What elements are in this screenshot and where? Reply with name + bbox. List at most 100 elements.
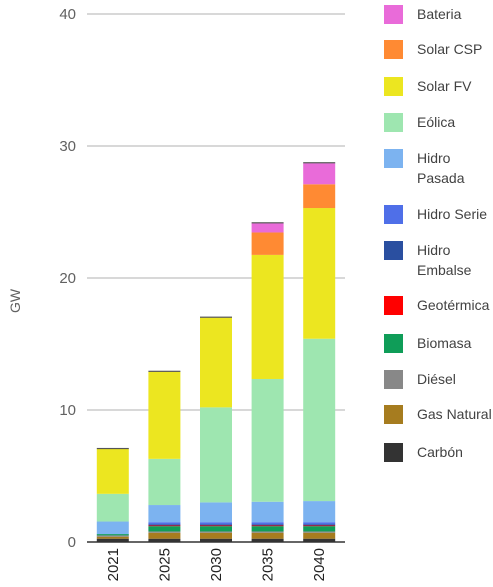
bar-top-edge bbox=[96, 447, 129, 450]
legend-label: Hidro Pasada bbox=[417, 150, 465, 186]
legend-item-eólica: Eólica bbox=[384, 113, 455, 132]
legend-swatch bbox=[384, 241, 403, 260]
legend-swatch bbox=[384, 370, 403, 389]
legend-label: Solar FV bbox=[417, 78, 472, 94]
legend-swatch bbox=[384, 334, 403, 353]
bar-stack-2021 bbox=[96, 447, 129, 542]
bar-segment-solar-fv bbox=[96, 448, 129, 494]
bar-stack-2025 bbox=[148, 370, 181, 542]
bar-segment-eólica bbox=[96, 493, 129, 522]
x-tick-label: 2025 bbox=[156, 548, 173, 581]
bar-segment-carbón bbox=[303, 538, 336, 542]
legend-item-solar-csp: Solar CSP bbox=[384, 40, 482, 59]
legend-label: Solar CSP bbox=[417, 41, 482, 57]
bar-top-edge bbox=[200, 316, 232, 318]
bar-segment-eólica bbox=[251, 378, 284, 502]
bar-segment-diésel bbox=[200, 531, 232, 533]
bar-segment-eólica bbox=[148, 458, 181, 506]
bar-segment-solar-fv bbox=[148, 371, 181, 459]
legend-item-hidro-pasada: Hidro Pasada bbox=[384, 149, 465, 186]
legend-item-geotérmica: Geotérmica bbox=[384, 296, 490, 315]
x-tick-label: 2021 bbox=[105, 548, 122, 581]
bar-segment-biomasa bbox=[251, 526, 284, 532]
bar-segment-gas-natural bbox=[148, 532, 181, 539]
bar-segment-bateria bbox=[303, 163, 336, 185]
bar-segment-eólica bbox=[303, 338, 336, 502]
x-axis-ticks: 2021 2025 2030 2035 2040 bbox=[105, 548, 328, 581]
bar-segment-solar-fv bbox=[200, 317, 232, 408]
bar-segment-hidro-embalse bbox=[251, 524, 284, 526]
bar-segment-hidro-pasada bbox=[200, 502, 232, 523]
legend-swatch bbox=[384, 149, 403, 168]
y-axis-ticks: 0 10 20 30 40 bbox=[59, 6, 76, 551]
bar-segment-solar-csp bbox=[251, 232, 284, 255]
legend-item-bateria: Bateria bbox=[384, 5, 462, 24]
legend-label: Eólica bbox=[417, 114, 455, 130]
legend-label: Hidro Serie bbox=[417, 206, 487, 222]
bar-segment-hidro-pasada bbox=[148, 505, 181, 523]
bar-segment-gas-natural bbox=[200, 532, 232, 539]
bar-segment-carbón bbox=[96, 538, 129, 542]
legend-item-hidro-serie: Hidro Serie bbox=[384, 205, 487, 224]
legend-label: Bateria bbox=[417, 6, 462, 22]
bar-segment-geotérmica bbox=[251, 525, 284, 527]
bar-segment-hidro-serie bbox=[303, 522, 336, 525]
bar-segment-hidro-embalse bbox=[200, 524, 232, 526]
legend-swatch bbox=[384, 443, 403, 462]
legend-swatch bbox=[384, 77, 403, 96]
legend-label: Geotérmica bbox=[417, 297, 490, 313]
bar-segment-hidro-serie bbox=[200, 522, 232, 525]
bar-segment-carbón bbox=[148, 538, 181, 542]
y-tick-label: 0 bbox=[68, 534, 76, 551]
legend-swatch bbox=[384, 296, 403, 315]
bar-segment-gas-natural bbox=[251, 532, 284, 539]
bar-segment-solar-fv bbox=[251, 254, 284, 379]
bar-segment-hidro-pasada bbox=[96, 521, 129, 535]
bar-segment-carbón bbox=[251, 538, 284, 542]
bar-segment-hidro-pasada bbox=[251, 501, 284, 523]
bar-segment-biomasa bbox=[148, 526, 181, 532]
bar-segment-geotérmica bbox=[303, 525, 336, 527]
bar-top-edge bbox=[148, 370, 181, 372]
legend: Bateria Solar CSP Solar FV Eólica Hidro Pasad… bbox=[384, 5, 492, 462]
bar-segment-gas-natural bbox=[96, 536, 129, 539]
bar-segment-solar-csp bbox=[303, 184, 336, 209]
x-tick-label: 2040 bbox=[311, 548, 328, 581]
y-tick-label: 10 bbox=[59, 402, 76, 419]
legend-item-biomasa: Biomasa bbox=[384, 334, 472, 353]
bar-stack-2030 bbox=[200, 316, 232, 542]
bar-segment-geotérmica bbox=[200, 525, 232, 527]
bar-segment-diésel bbox=[251, 531, 284, 533]
y-axis-label: GW bbox=[7, 288, 23, 313]
y-tick-label: 40 bbox=[59, 6, 76, 23]
legend-label: Gas Natural bbox=[417, 406, 492, 422]
bars bbox=[96, 162, 336, 542]
bar-segment-biomasa bbox=[96, 534, 129, 536]
bar-segment-biomasa bbox=[303, 526, 336, 532]
bar-segment-eólica bbox=[200, 407, 232, 503]
legend-swatch bbox=[384, 405, 403, 424]
bar-segment-biomasa bbox=[200, 526, 232, 532]
legend-swatch bbox=[384, 205, 403, 224]
legend-label: Biomasa bbox=[417, 335, 472, 351]
x-tick-label: 2035 bbox=[260, 548, 277, 581]
bar-segment-hidro-serie bbox=[251, 522, 284, 525]
legend-item-carbón: Carbón bbox=[384, 443, 463, 462]
legend-label: Carbón bbox=[417, 444, 463, 460]
legend-item-hidro-embalse: Hidro Embalse bbox=[384, 241, 472, 278]
bar-segment-hidro-pasada bbox=[303, 501, 336, 523]
bar-segment-geotérmica bbox=[148, 525, 181, 527]
bar-stack-2040 bbox=[303, 162, 336, 542]
legend-swatch bbox=[384, 113, 403, 132]
legend-label: Diésel bbox=[417, 371, 456, 387]
bar-segment-hidro-embalse bbox=[148, 524, 181, 526]
legend-label: Hidro Embalse bbox=[417, 242, 472, 278]
bar-segment-diésel bbox=[303, 531, 336, 533]
bar-segment-hidro-embalse bbox=[303, 524, 336, 526]
legend-swatch bbox=[384, 40, 403, 59]
bar-segment-solar-fv bbox=[303, 208, 336, 339]
x-tick-label: 2030 bbox=[208, 548, 225, 581]
bar-segment-diésel bbox=[148, 531, 181, 533]
bar-segment-diésel bbox=[96, 535, 129, 537]
